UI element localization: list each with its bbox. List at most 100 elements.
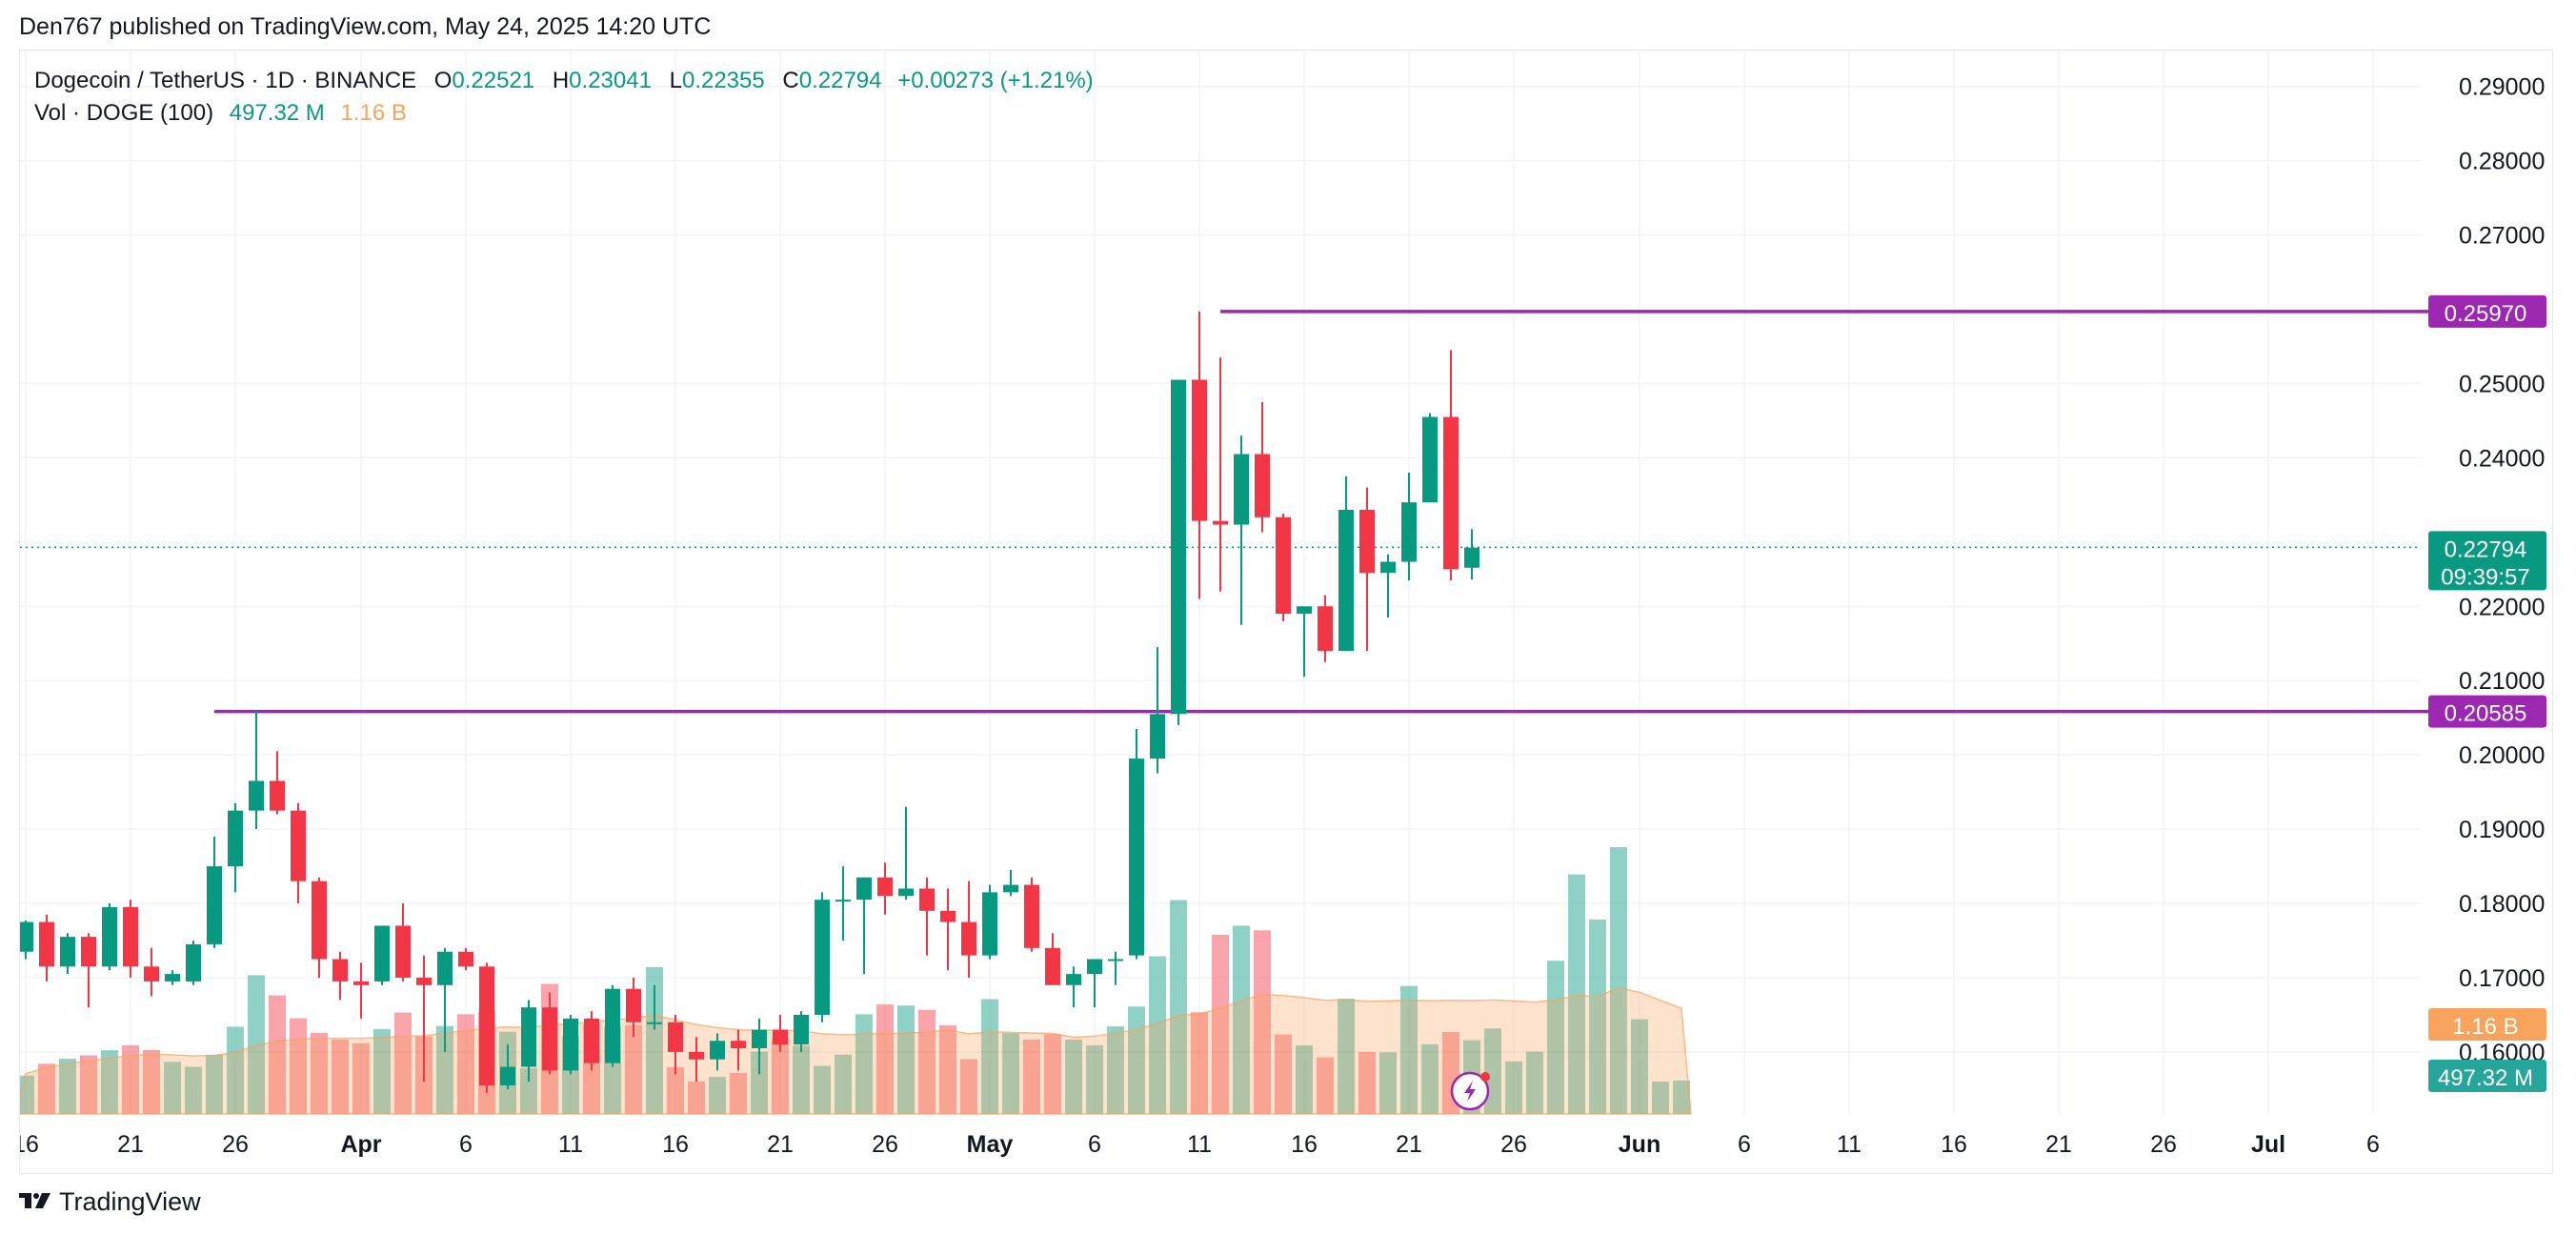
candle[interactable] (731, 1029, 746, 1071)
candle[interactable] (919, 877, 935, 956)
candle[interactable] (1255, 401, 1270, 533)
candle[interactable] (249, 710, 264, 830)
candle[interactable] (39, 914, 54, 982)
candle[interactable] (165, 970, 180, 985)
volume-bar (1296, 1044, 1313, 1114)
candle[interactable] (1192, 311, 1207, 599)
candle[interactable] (353, 962, 369, 1019)
candle[interactable] (1129, 728, 1144, 960)
candle[interactable] (1171, 379, 1186, 725)
candle[interactable] (144, 947, 159, 997)
candle[interactable] (1276, 513, 1291, 621)
candle[interactable] (584, 1011, 599, 1071)
candle[interactable] (521, 1000, 536, 1083)
chart-area[interactable]: 0.29000 0.28000 0.27000 0.25000 0.24000 0.220… (19, 50, 2553, 1174)
volume-title[interactable]: Vol · DOGE (100) (34, 100, 214, 126)
candle[interactable] (228, 802, 243, 893)
candle[interactable] (270, 751, 285, 815)
candle-body (689, 1051, 704, 1060)
candle[interactable] (1213, 357, 1228, 592)
candle[interactable] (437, 947, 453, 1052)
candle[interactable] (1338, 476, 1354, 652)
time-tick-label: 6 (1088, 1131, 1101, 1158)
candle[interactable] (542, 992, 557, 1075)
candle[interactable] (815, 892, 830, 1022)
candle[interactable] (877, 862, 893, 915)
candle[interactable] (102, 903, 117, 971)
price-axis[interactable]: 0.29000 0.28000 0.27000 0.25000 0.24000 0.220… (2459, 74, 2545, 1066)
lightning-icon[interactable] (1450, 1071, 1490, 1111)
level-price-tag[interactable]: 0.20585 (2428, 695, 2546, 728)
footer-brand[interactable]: TradingView (59, 1187, 201, 1216)
candle[interactable] (1024, 877, 1039, 952)
time-tick-label: 6 (1738, 1131, 1751, 1158)
candle[interactable] (479, 962, 494, 1093)
candle[interactable] (1045, 933, 1060, 985)
volume-bar (1526, 1051, 1543, 1114)
volume-ma-tag[interactable]: 1.16 B (2428, 1008, 2546, 1041)
candle[interactable] (416, 955, 432, 1083)
candle[interactable] (81, 933, 96, 1008)
candle[interactable] (374, 925, 390, 985)
volume-bar (1338, 999, 1355, 1114)
candle[interactable] (835, 866, 851, 941)
level-price-tag-bg (2428, 695, 2546, 728)
volume-bar (394, 1012, 412, 1114)
volume-bar (1002, 1033, 1019, 1114)
volume-bar (332, 1039, 349, 1114)
candle[interactable] (710, 1033, 725, 1071)
volume-bar (1191, 1012, 1208, 1114)
candle[interactable] (1318, 595, 1333, 662)
candle[interactable] (60, 933, 75, 975)
volume-bar (1107, 1026, 1124, 1114)
candle[interactable] (395, 903, 411, 982)
candle[interactable] (1464, 529, 1479, 580)
tradingview-logo-icon[interactable] (19, 1187, 51, 1217)
candle[interactable] (1422, 413, 1438, 503)
candle[interactable] (626, 977, 641, 1038)
candle[interactable] (1066, 966, 1081, 1008)
candle[interactable] (1359, 487, 1375, 652)
candle[interactable] (563, 1014, 578, 1075)
candle[interactable] (291, 802, 306, 904)
candle[interactable] (961, 881, 976, 978)
candle[interactable] (898, 806, 914, 901)
candle[interactable] (794, 1011, 809, 1052)
candle[interactable] (647, 984, 662, 1030)
candle[interactable] (982, 884, 997, 960)
candle[interactable] (123, 900, 138, 978)
level-price-tag[interactable]: 0.25970 (2428, 294, 2546, 328)
candle[interactable] (1401, 472, 1417, 580)
candle-body (1255, 454, 1270, 517)
candle[interactable] (1380, 554, 1396, 618)
symbol-title[interactable]: Dogecoin / TetherUS · 1D · BINANCE (34, 68, 417, 93)
candle[interactable] (605, 984, 620, 1067)
candle-body (332, 959, 348, 982)
candle[interactable] (1150, 647, 1165, 774)
candle[interactable] (20, 920, 33, 960)
candle[interactable] (668, 1014, 683, 1075)
candle[interactable] (1087, 959, 1102, 1008)
candle[interactable] (1443, 350, 1459, 580)
time-axis[interactable]: 16 21 26 Apr 6 11 16 21 26 May 6 11 16 21 26 Jun 6 11 16 21… (20, 1131, 2380, 1158)
candle[interactable] (1003, 869, 1018, 897)
volume-last-tag[interactable]: 497.32 M (2428, 1060, 2546, 1092)
candle[interactable] (940, 888, 956, 971)
candle-body (1443, 416, 1459, 570)
candle[interactable] (458, 947, 473, 971)
candle[interactable] (186, 941, 201, 985)
candle[interactable] (312, 877, 327, 978)
candle[interactable] (752, 1018, 767, 1075)
candle[interactable] (1234, 435, 1249, 625)
candle[interactable] (1108, 951, 1123, 985)
candle[interactable] (1297, 606, 1312, 678)
candle[interactable] (773, 1014, 788, 1052)
change-value: +0.00273 (+1.21%) (897, 68, 1094, 93)
candle[interactable] (500, 1044, 515, 1089)
candle[interactable] (689, 1037, 704, 1083)
candle[interactable] (207, 836, 222, 948)
candle[interactable] (856, 877, 872, 975)
candle[interactable] (332, 951, 348, 1001)
chart-svg[interactable]: 0.29000 0.28000 0.27000 0.25000 0.24000 0.220… (20, 51, 2554, 1175)
